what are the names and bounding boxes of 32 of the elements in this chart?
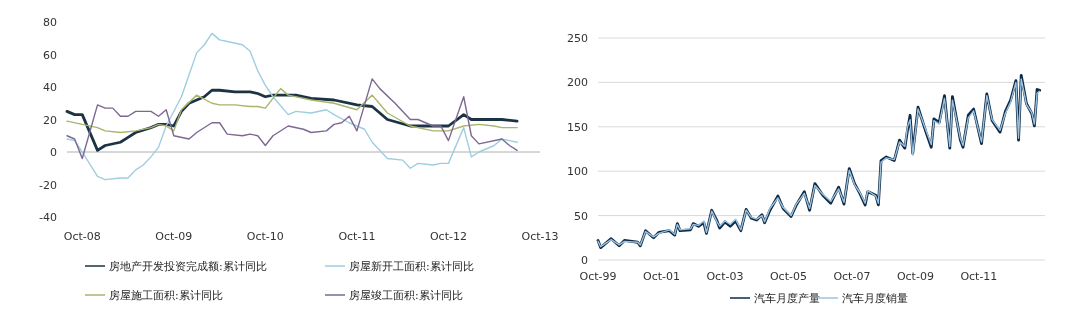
y-tick-label: 0 xyxy=(50,146,57,159)
x-tick-label: Oct-05 xyxy=(769,270,807,283)
x-tick-label: Oct-03 xyxy=(706,270,744,283)
x-tick-label: Oct-07 xyxy=(833,270,871,283)
y-tick-label: 0 xyxy=(581,254,588,267)
y-tick-label: 60 xyxy=(43,48,57,62)
y-tick-label: 100 xyxy=(567,165,588,179)
y-tick-label: 250 xyxy=(567,32,588,45)
x-tick-label: Oct-13 xyxy=(521,230,559,243)
legend-label: 汽车月度销量 xyxy=(842,292,908,305)
x-tick-label: Oct-09 xyxy=(896,270,934,283)
y-tick-label: 80 xyxy=(43,16,57,29)
x-tick-label: Oct-10 xyxy=(246,230,284,243)
y-tick-label: 40 xyxy=(43,81,57,94)
y-tick-label: 20 xyxy=(43,113,57,127)
legend-label: 房屋竣工面积:累计同比 xyxy=(349,289,463,302)
legend-label: 汽车月度产量 xyxy=(754,292,820,305)
x-tick-label: Oct-08 xyxy=(63,230,101,243)
y-tick-label: -40 xyxy=(39,211,57,224)
x-tick-label: Oct-12 xyxy=(429,230,467,243)
y-tick-label: -20 xyxy=(39,178,57,192)
x-tick-label: Oct-01 xyxy=(642,270,680,283)
legend-label: 房屋施工面积:累计同比 xyxy=(109,289,223,302)
x-tick-label: Oct-11 xyxy=(960,270,998,283)
y-tick-label: 50 xyxy=(574,209,588,223)
x-tick-label: Oct-11 xyxy=(338,230,376,243)
x-tick-label: Oct-09 xyxy=(155,230,193,243)
legend-label: 房地产开发投资完成额:累计同比 xyxy=(109,260,267,273)
y-tick-label: 200 xyxy=(567,76,588,90)
y-tick-label: 150 xyxy=(567,120,588,134)
legend-label: 房屋新开工面积:累计同比 xyxy=(349,260,474,273)
x-tick-label: Oct-99 xyxy=(579,270,617,283)
